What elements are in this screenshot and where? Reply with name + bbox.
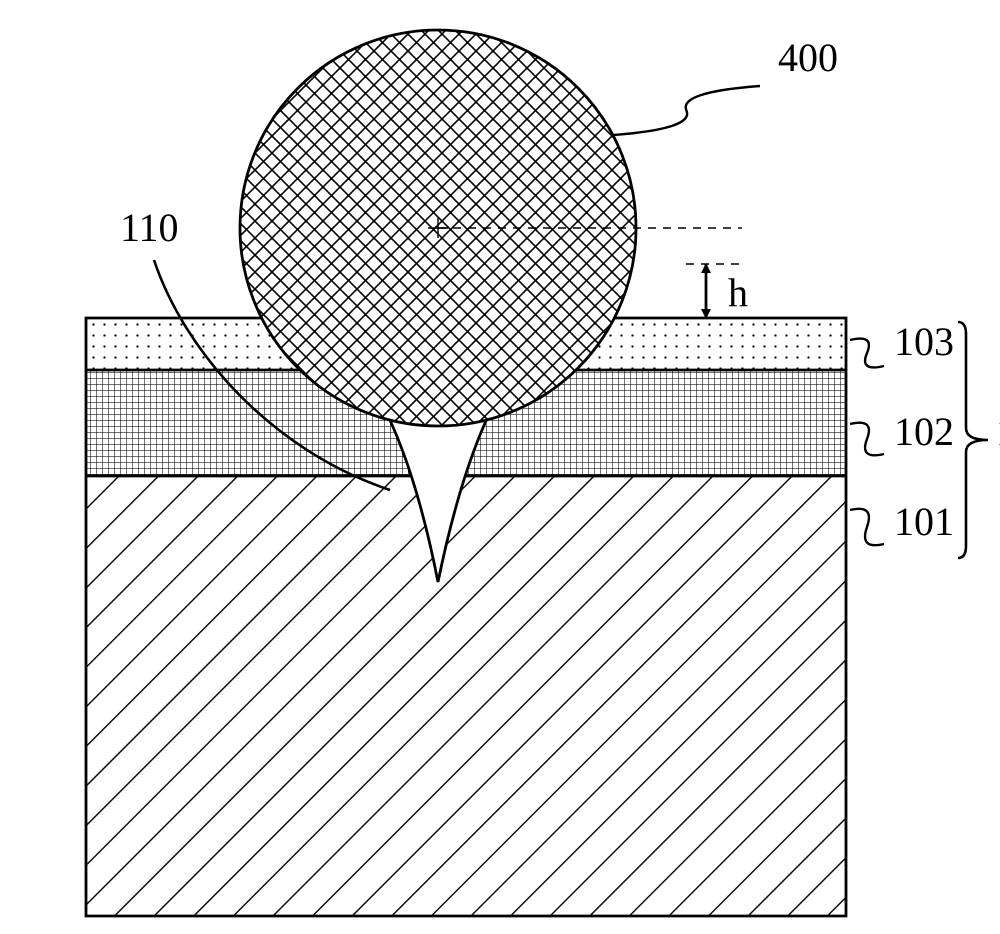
label-103: 103: [894, 318, 954, 365]
label-102: 102: [894, 408, 954, 455]
label-100: 100: [996, 408, 1000, 455]
callout-103: [850, 339, 884, 368]
callout-101: [850, 509, 884, 545]
label-101: 101: [894, 498, 954, 545]
label-110: 110: [120, 204, 179, 251]
label-400: 400: [778, 34, 838, 81]
label-h: h: [728, 269, 748, 316]
callout-400: [613, 86, 760, 135]
callout-102: [850, 423, 884, 456]
layer-101: [86, 476, 846, 916]
brace-100: [958, 322, 988, 558]
